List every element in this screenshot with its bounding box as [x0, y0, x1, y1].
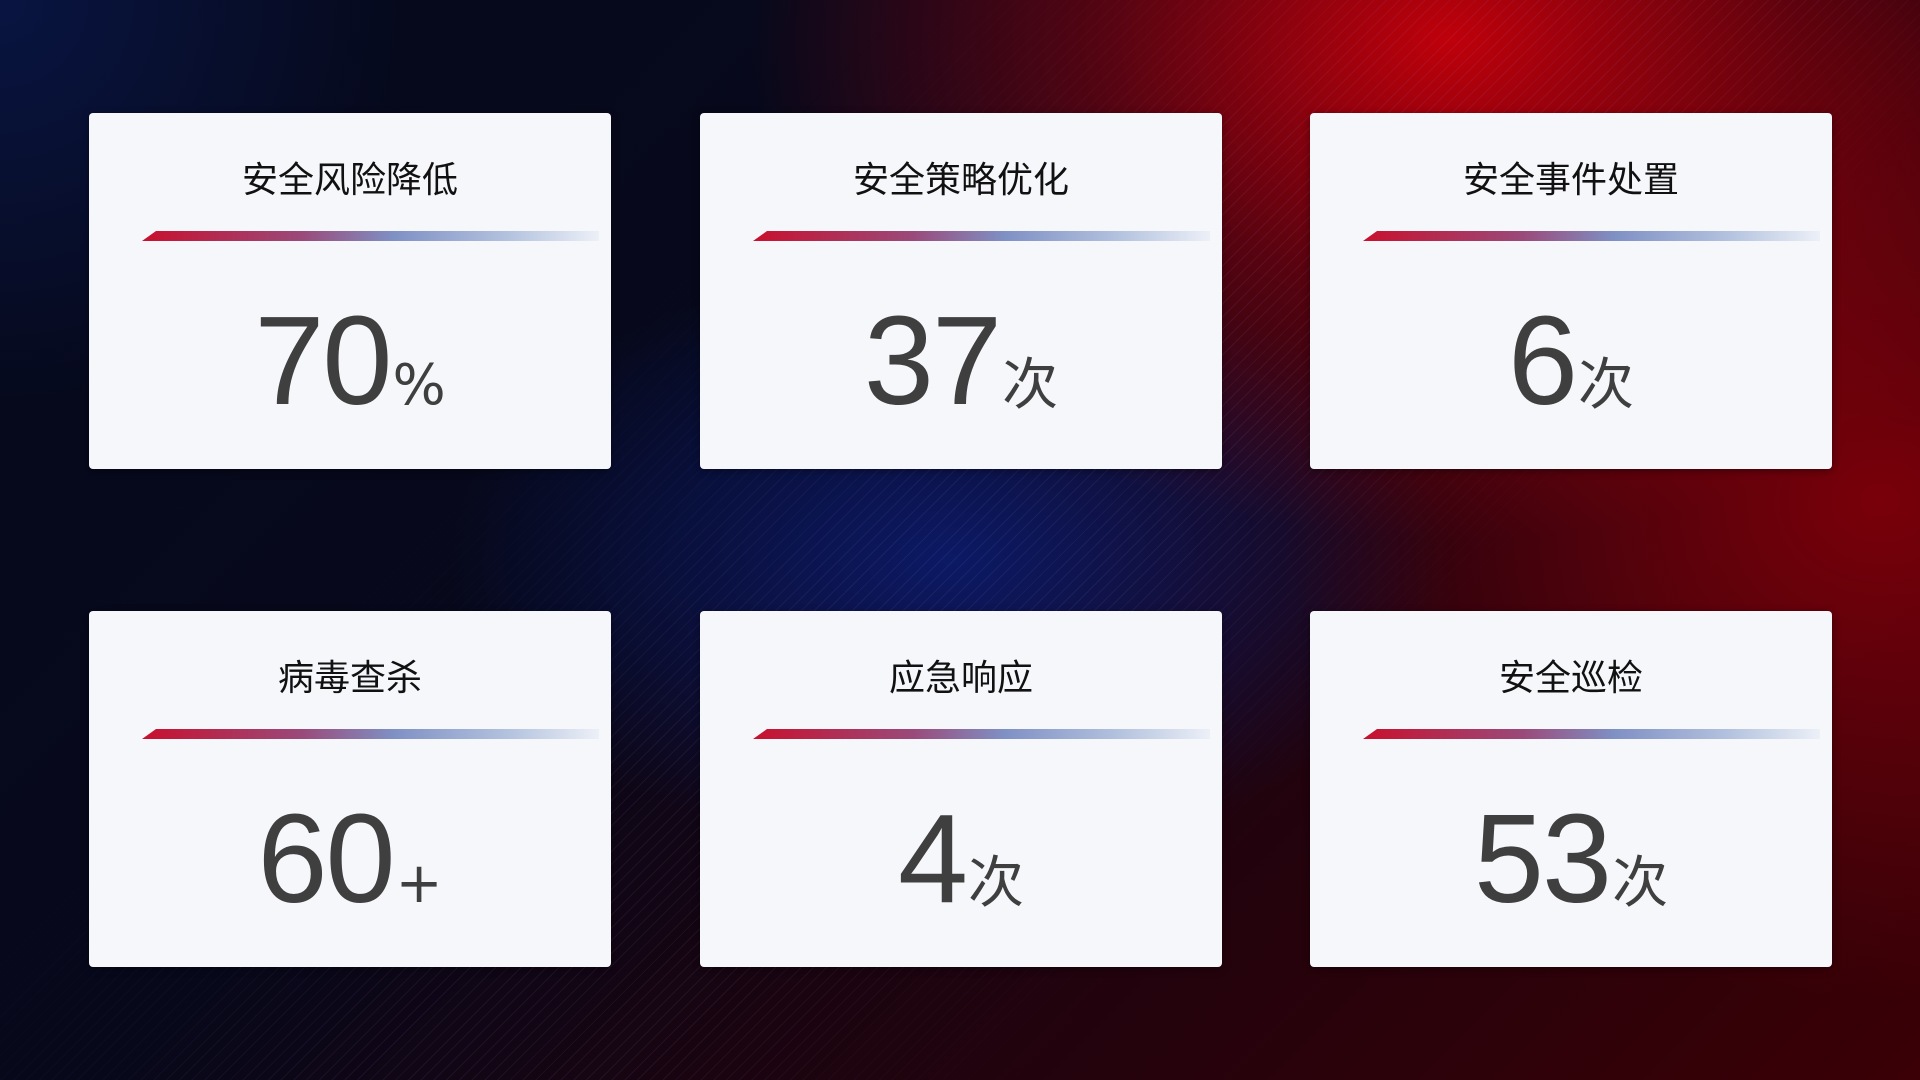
- value-unit: 次: [968, 851, 1025, 916]
- card-value: 53次: [1310, 786, 1832, 931]
- stat-card-security-patrol: 安全巡检 53次: [1310, 611, 1832, 967]
- value-number: 37: [863, 290, 1002, 431]
- value-unit: +: [395, 851, 443, 916]
- card-value: 60+: [89, 786, 611, 931]
- value-number: 53: [1473, 788, 1612, 929]
- card-title: 病毒查杀: [277, 658, 422, 699]
- value-number: 70: [254, 290, 392, 431]
- card-value: 37次: [700, 288, 1222, 433]
- card-title: 应急响应: [888, 658, 1033, 699]
- card-value: 70%: [89, 288, 611, 433]
- stat-card-policy-optimization: 安全策略优化 37次: [700, 113, 1222, 469]
- value-unit: %: [392, 353, 446, 418]
- card-divider: [1363, 729, 1820, 739]
- card-title: 安全策略优化: [852, 160, 1069, 201]
- card-divider: [1363, 231, 1820, 241]
- card-title: 安全事件处置: [1462, 160, 1679, 201]
- value-number: 60: [257, 788, 395, 929]
- value-unit: 次: [1002, 353, 1059, 418]
- card-title: 安全风险降低: [241, 160, 458, 201]
- card-value: 4次: [700, 786, 1222, 931]
- card-divider: [753, 729, 1210, 739]
- card-value: 6次: [1310, 288, 1832, 433]
- stat-card-virus-removal: 病毒查杀 60+: [89, 611, 611, 967]
- value-unit: 次: [1612, 851, 1669, 916]
- card-title: 安全巡检: [1498, 658, 1643, 699]
- stat-card-emergency-response: 应急响应 4次: [700, 611, 1222, 967]
- value-number: 6: [1507, 290, 1578, 431]
- value-number: 4: [897, 788, 968, 929]
- value-unit: 次: [1578, 353, 1635, 418]
- card-divider: [142, 729, 599, 739]
- stat-card-risk-reduction: 安全风险降低 70%: [89, 113, 611, 469]
- card-divider: [142, 231, 599, 241]
- stat-card-incident-handling: 安全事件处置 6次: [1310, 113, 1832, 469]
- card-divider: [753, 231, 1210, 241]
